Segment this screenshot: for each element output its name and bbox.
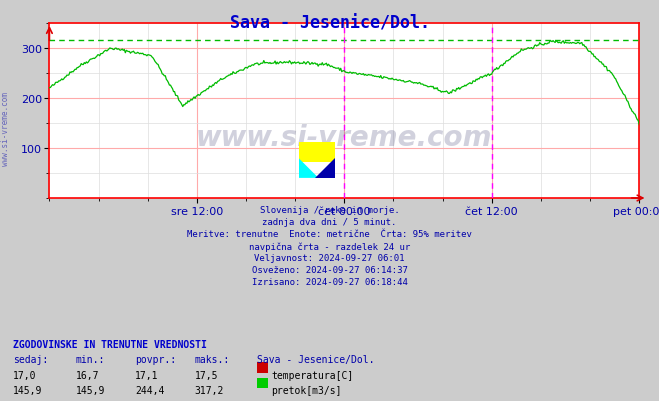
- Text: 16,7: 16,7: [76, 370, 100, 380]
- Text: Osveženo: 2024-09-27 06:14:37: Osveženo: 2024-09-27 06:14:37: [252, 265, 407, 274]
- Polygon shape: [315, 158, 335, 178]
- Text: Veljavnost: 2024-09-27 06:01: Veljavnost: 2024-09-27 06:01: [254, 253, 405, 262]
- Text: Izrisano: 2024-09-27 06:18:44: Izrisano: 2024-09-27 06:18:44: [252, 277, 407, 286]
- Text: 17,1: 17,1: [135, 370, 159, 380]
- Text: 17,0: 17,0: [13, 370, 37, 380]
- Text: 17,5: 17,5: [194, 370, 218, 380]
- Text: maks.:: maks.:: [194, 354, 229, 364]
- Text: min.:: min.:: [76, 354, 105, 364]
- Text: pretok[m3/s]: pretok[m3/s]: [272, 385, 342, 395]
- Polygon shape: [299, 142, 335, 162]
- Text: www.si-vreme.com: www.si-vreme.com: [1, 91, 10, 165]
- Text: Slovenija / reke in morje.: Slovenija / reke in morje.: [260, 205, 399, 214]
- Text: Meritve: trenutne  Enote: metrične  Črta: 95% meritev: Meritve: trenutne Enote: metrične Črta: …: [187, 229, 472, 238]
- Text: zadnja dva dni / 5 minut.: zadnja dva dni / 5 minut.: [262, 217, 397, 226]
- Text: 145,9: 145,9: [13, 385, 43, 395]
- Text: povpr.:: povpr.:: [135, 354, 176, 364]
- Text: www.si-vreme.com: www.si-vreme.com: [196, 124, 492, 152]
- Text: Sava - Jesenice/Dol.: Sava - Jesenice/Dol.: [257, 354, 374, 364]
- Text: navpična črta - razdelek 24 ur: navpična črta - razdelek 24 ur: [249, 241, 410, 251]
- Text: 244,4: 244,4: [135, 385, 165, 395]
- Text: sedaj:: sedaj:: [13, 354, 48, 364]
- Polygon shape: [299, 158, 318, 178]
- Text: ZGODOVINSKE IN TRENUTNE VREDNOSTI: ZGODOVINSKE IN TRENUTNE VREDNOSTI: [13, 339, 207, 349]
- Text: temperatura[C]: temperatura[C]: [272, 370, 354, 380]
- Text: Sava - Jesenice/Dol.: Sava - Jesenice/Dol.: [229, 14, 430, 32]
- Text: 145,9: 145,9: [76, 385, 105, 395]
- Text: 317,2: 317,2: [194, 385, 224, 395]
